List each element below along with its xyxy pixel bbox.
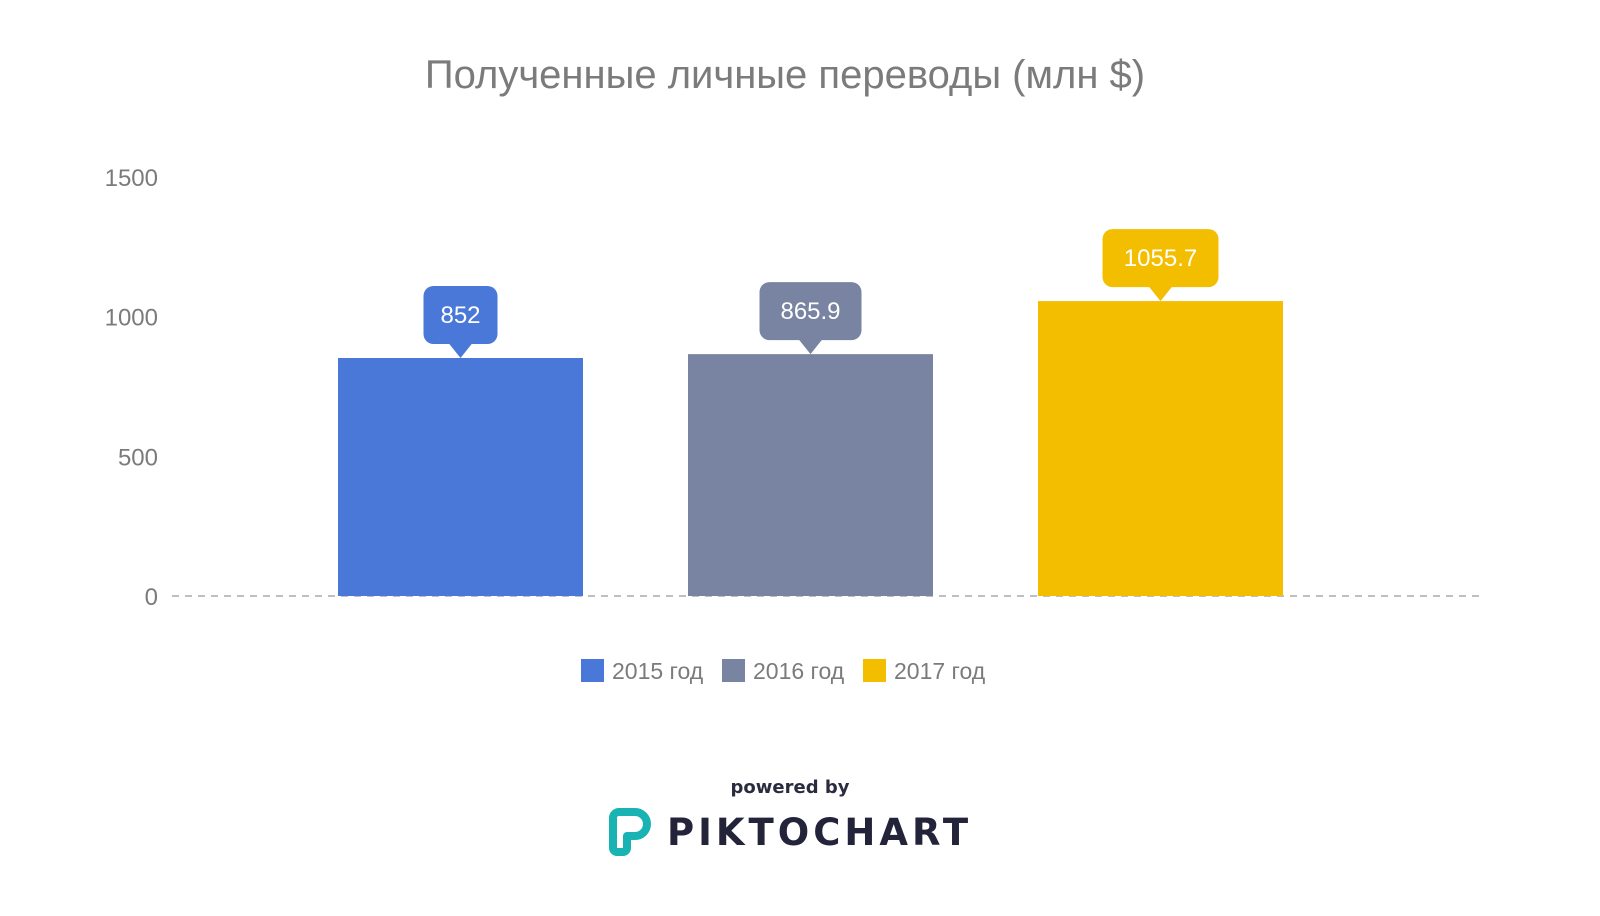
value-callout — [759, 282, 862, 341]
value-callout — [1102, 229, 1219, 288]
chart-title: Полученные личные переводы (млн $) — [425, 53, 1145, 97]
bar[interactable] — [688, 354, 933, 596]
legend-swatch — [722, 659, 745, 682]
bar[interactable] — [1038, 301, 1283, 596]
data-label: 865.9 — [780, 298, 840, 325]
legend-label: 2016 год — [753, 658, 845, 684]
y-tick-label: 1000 — [105, 305, 158, 332]
bar[interactable] — [338, 358, 583, 596]
value-callout — [423, 286, 498, 345]
y-axis: 0 500 1000 1500 — [105, 165, 158, 611]
value-callout-pointer — [798, 339, 823, 355]
legend: 2015 год 2016 год 2017 год — [581, 658, 986, 684]
bar-chart: Полученные личные переводы (млн $) 0 500 1… — [105, 53, 1484, 684]
data-label: 852 — [440, 302, 480, 329]
legend-label: 2017 год — [894, 658, 986, 684]
legend-swatch — [581, 659, 604, 682]
piktochart-logo-icon — [609, 808, 651, 856]
y-tick-label: 1500 — [105, 165, 158, 192]
powered-by-text: powered by — [730, 777, 850, 798]
value-callout-pointer — [448, 343, 473, 359]
bars: 852 865.9 1055.7 — [338, 229, 1283, 596]
legend-swatch — [863, 659, 886, 682]
y-tick-label: 0 — [145, 584, 158, 611]
piktochart-logo[interactable]: PIKTOCHART — [607, 808, 972, 856]
y-tick-label: 500 — [118, 444, 158, 471]
data-label: 1055.7 — [1124, 245, 1197, 272]
legend-label: 2015 год — [612, 658, 704, 684]
piktochart-brand: PIKTOCHART — [667, 810, 973, 854]
value-callout-pointer — [1148, 286, 1173, 302]
